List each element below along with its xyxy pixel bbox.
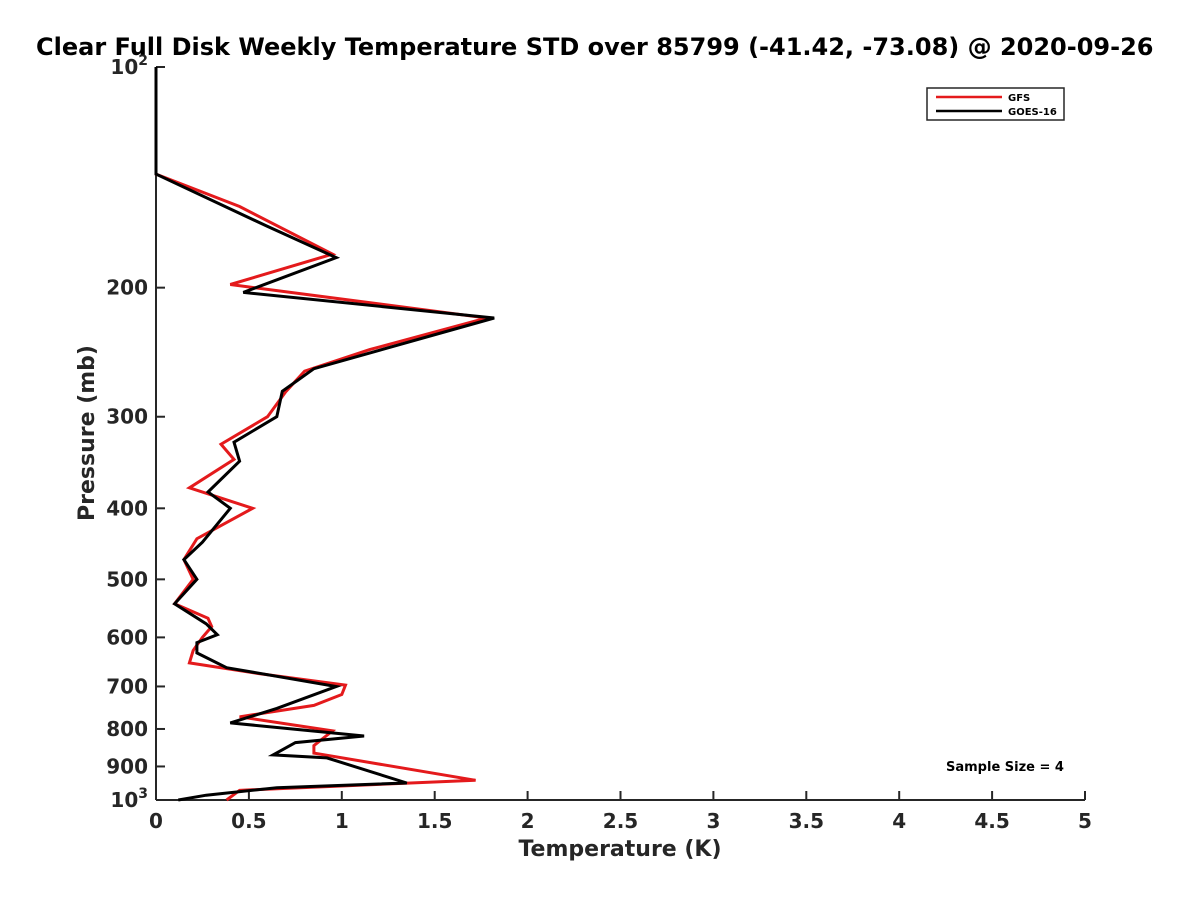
y-axis-ticks: 102 200 300 400 500 600 700 800 900 103 [106,53,165,812]
chart-title: Clear Full Disk Weekly Temperature STD o… [36,33,1153,61]
x-tick-label: 5 [1078,809,1092,833]
y-tick-label: 103 [110,786,148,812]
series-group [154,67,495,802]
y-tick-label: 700 [106,674,148,698]
legend-box [926,87,1065,121]
x-tick-label: 1 [335,809,349,833]
x-axis-ticks: 0 0.5 1 1.5 2 2.5 3 3.5 4 4.5 5 [149,791,1092,833]
x-axis-label: Temperature (K) [518,837,721,862]
y-tick-label: 200 [106,276,148,300]
y-axis-label: Pressure (mb) [75,345,100,521]
x-tick-label: 3.5 [789,809,824,833]
y-tick-label: 400 [106,496,148,520]
series-line-gfs [154,67,488,802]
plot-area [155,67,1085,801]
y-tick-label: 500 [106,567,148,591]
legend-label-gfs: GFS [1008,93,1030,104]
x-tick-label: 4.5 [974,809,1009,833]
x-tick-label: 0.5 [231,809,266,833]
x-tick-label: 0 [149,809,163,833]
x-tick-label: 1.5 [417,809,452,833]
series-line-goes16 [154,67,495,802]
y-tick-label: 102 [110,53,148,79]
y-tick-label: 900 [106,754,148,778]
x-tick-label: 3 [706,809,720,833]
y-tick-label: 300 [106,405,148,429]
x-tick-label: 2 [521,809,535,833]
x-tick-label: 2.5 [603,809,638,833]
legend-label-goes16: GOES-16 [1008,107,1057,118]
legend: GFS GOES-16 [926,87,1065,121]
y-tick-label: 800 [106,717,148,741]
sample-size-annotation: Sample Size = 4 [946,760,1064,775]
x-tick-label: 4 [892,809,906,833]
y-tick-label: 600 [106,625,148,649]
